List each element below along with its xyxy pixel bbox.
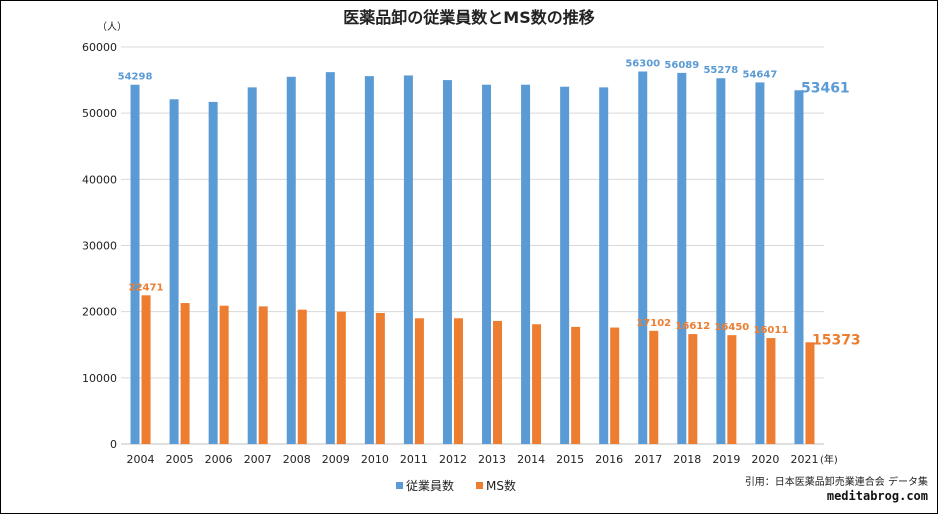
ms-bar [727, 335, 737, 444]
x-tick-label: 2006 [205, 453, 233, 466]
ms-bar [180, 303, 190, 444]
legend: 従業員数 MS数 [396, 478, 516, 493]
employee-bar [716, 78, 726, 444]
employee-bar [130, 84, 140, 444]
employee-bar [794, 90, 804, 444]
employee-bar [286, 76, 296, 445]
ms-bar [688, 334, 698, 444]
y-tick-label: 10000 [82, 372, 117, 385]
ms-bar [766, 338, 776, 444]
x-tick-label: 2007 [244, 453, 272, 466]
employee-data-label: 54647 [743, 69, 778, 80]
employee-bar [325, 72, 335, 444]
ms-data-label: 17102 [636, 318, 671, 329]
source-note: 引用：日本医薬品卸売業連合会 データ集 [745, 475, 928, 488]
employee-bar [247, 87, 257, 444]
employee-data-label: 54298 [118, 72, 153, 83]
x-axis-unit: (年) [820, 453, 838, 466]
x-tick-label: 2015 [556, 453, 584, 466]
employee-data-label: 56300 [625, 58, 660, 69]
employee-data-label: 56089 [664, 60, 699, 71]
employee-bar [364, 76, 374, 444]
ms-bar [375, 312, 385, 444]
legend-label-ms: MS数 [486, 478, 516, 493]
employee-bar [442, 80, 452, 444]
x-tick-label: 2012 [439, 453, 467, 466]
ms-bar [493, 320, 503, 444]
ms-data-label: 16450 [714, 322, 749, 333]
ms-bar [610, 327, 620, 444]
x-tick-label: 2009 [322, 453, 350, 466]
y-tick-label: 30000 [82, 240, 117, 253]
bars [130, 71, 815, 445]
x-tick-label: 2019 [712, 453, 740, 466]
legend-swatch-ms [476, 482, 483, 489]
y-tick-label: 0 [110, 438, 117, 451]
employee-bar [521, 84, 531, 444]
ms-bar [297, 309, 307, 444]
ms-data-label: 16011 [754, 325, 789, 336]
employee-data-label: 53461 [801, 80, 850, 96]
y-tick-label: 40000 [82, 173, 117, 186]
x-tick-label: 2005 [166, 453, 194, 466]
ms-bar [141, 295, 151, 444]
ms-bar [414, 318, 424, 444]
ms-bar [571, 326, 581, 444]
x-tick-label: 2018 [673, 453, 701, 466]
y-axis-ticks: 0 10000 20000 30000 40000 50000 60000 [82, 41, 117, 451]
x-tick-label: 2017 [634, 453, 662, 466]
y-tick-label: 60000 [82, 41, 117, 54]
employee-bar [599, 87, 609, 444]
employee-bar [403, 75, 413, 445]
employee-bar [482, 84, 492, 444]
ms-data-label: 22471 [129, 282, 164, 293]
ms-bar [453, 318, 463, 444]
legend-swatch-employees [396, 482, 403, 489]
y-tick-label: 50000 [82, 107, 117, 120]
x-tick-label: 2004 [127, 453, 155, 466]
x-tick-label: 2010 [361, 453, 389, 466]
site-name: meditabrog.com [827, 489, 928, 503]
employee-bar [677, 72, 687, 445]
chart-title: 医薬品卸の従業員数とMS数の推移 [343, 8, 594, 27]
employee-bar [208, 101, 218, 444]
ms-bar [219, 305, 229, 444]
x-tick-label: 2011 [400, 453, 428, 466]
y-tick-label: 20000 [82, 306, 117, 319]
employee-bar [560, 86, 570, 444]
employee-data-label: 55278 [703, 65, 738, 76]
x-tick-label: 2008 [283, 453, 311, 466]
ms-data-label: 16612 [675, 321, 710, 332]
ms-bar [649, 330, 659, 444]
ms-bar [336, 311, 346, 444]
y-axis-unit: （人） [97, 21, 127, 33]
x-tick-label: 2016 [595, 453, 623, 466]
x-tick-label: 2021 [790, 453, 818, 466]
employee-bar [169, 99, 179, 444]
x-axis-ticks: 2004 2005 2006 2007 2008 2009 2010 2011 2012 2013… [127, 453, 819, 466]
employee-bar [755, 82, 765, 445]
ms-data-label: 15373 [812, 332, 861, 348]
grid-lines [121, 46, 824, 445]
ms-bar [258, 306, 268, 444]
employee-bar [638, 71, 648, 445]
x-tick-label: 2013 [478, 453, 506, 466]
legend-label-employees: 従業員数 [406, 478, 454, 493]
ms-bar [805, 342, 815, 444]
x-tick-label: 2014 [517, 453, 545, 466]
x-tick-label: 2020 [751, 453, 779, 466]
data-labels: 54298 56300 56089 55278 54647 53461 22471 17102… [118, 58, 861, 348]
ms-bar [532, 324, 542, 444]
